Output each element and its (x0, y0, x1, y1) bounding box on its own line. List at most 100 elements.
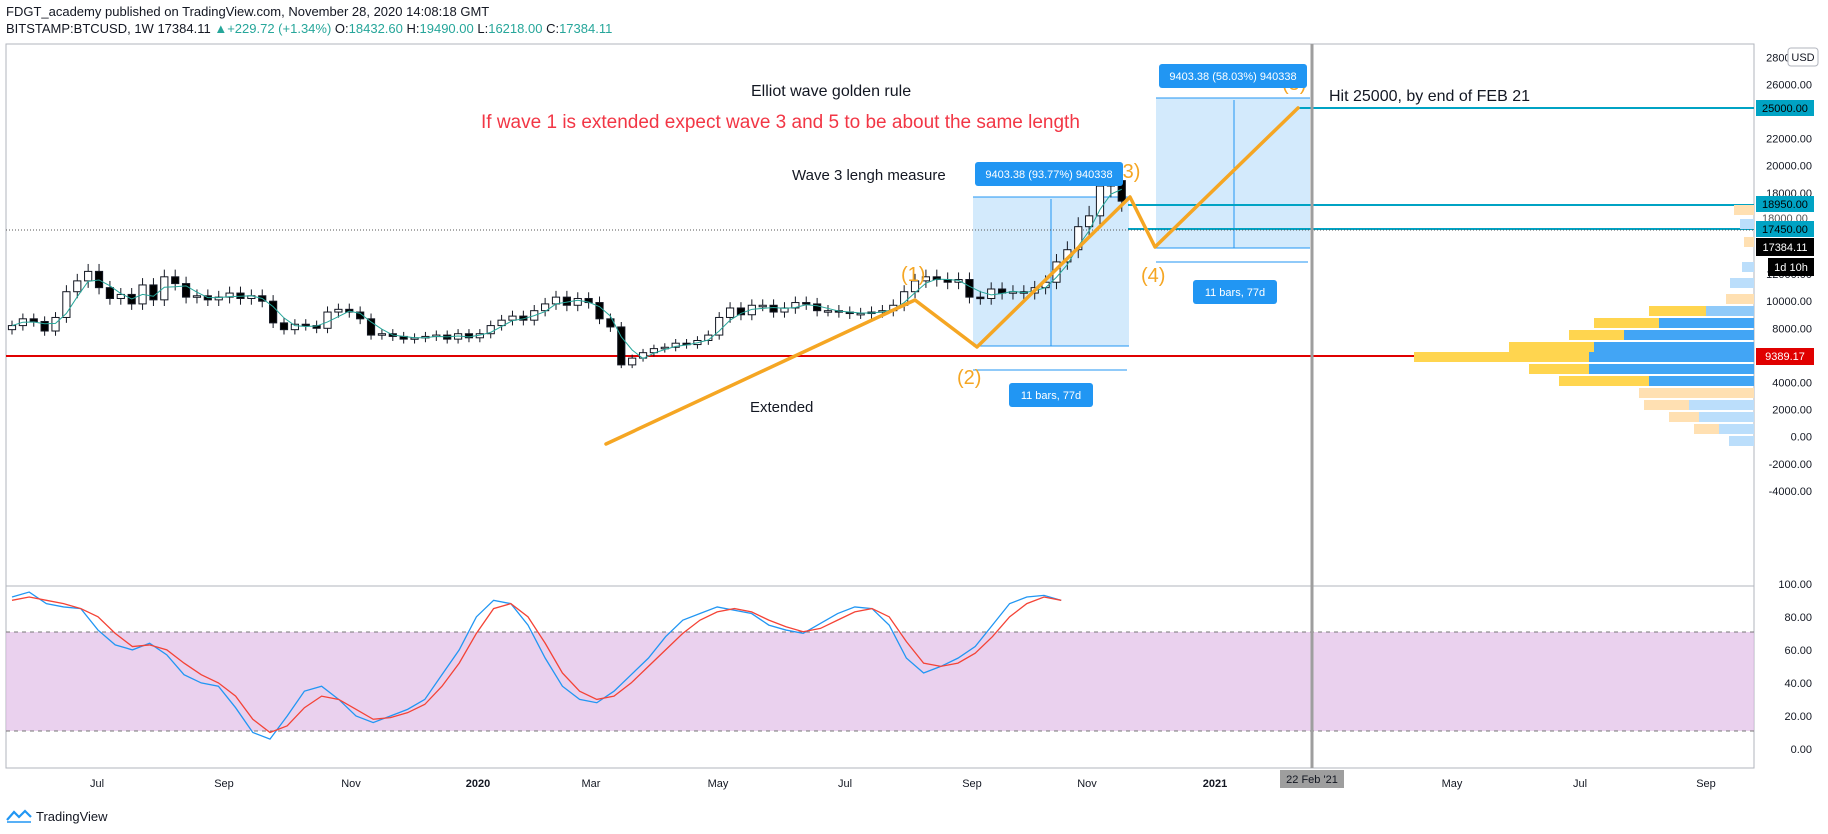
candle (301, 323, 310, 327)
stoch-k-line (11, 591, 1062, 740)
candle (551, 296, 561, 305)
tag-lower[interactable]: 17450.00 (1762, 224, 1808, 236)
volume-profile-bar (1414, 352, 1754, 362)
volume-profile-bar (1689, 400, 1754, 410)
currency-button-bg (1787, 47, 1819, 67)
change-value: +229.72 (+1.34%) (227, 21, 332, 36)
tag-upper[interactable]: 18950.00 (1762, 199, 1808, 211)
time-tick-label: Mar (582, 778, 601, 790)
price-tick-label: 8000.00 (1772, 323, 1812, 335)
candle (921, 276, 931, 282)
close-label: C: (546, 21, 560, 36)
wave-2-label[interactable]: (2) (957, 367, 981, 389)
rule-title[interactable]: Elliot wave golden rule (751, 83, 911, 100)
volume-profile-bar (1726, 294, 1754, 304)
candle (856, 312, 865, 316)
candle (628, 357, 637, 366)
low-label: L: (477, 21, 489, 36)
wave-1-label[interactable]: (1) (901, 264, 925, 286)
candle (192, 295, 202, 298)
candle (160, 276, 169, 301)
stoch-tick-label: 20.00 (1784, 711, 1812, 723)
chart-canvas[interactable]: 28000.0026000.0024000.0022000.0020000.00… (0, 0, 1828, 800)
tag-upper-bg (1756, 196, 1814, 212)
candles (7, 169, 1126, 369)
candle (736, 307, 746, 316)
time-tick-label: Sep (214, 778, 234, 790)
stoch-band (6, 632, 1754, 731)
tag-target-bg (1756, 100, 1814, 116)
time-tick-label: Jul (838, 778, 852, 790)
time-tick-label: 2021 (1203, 778, 1227, 790)
price-tick-label: -4000.00 (1769, 486, 1812, 498)
tag-last-bg (1756, 238, 1814, 256)
time-tick-label: Sep (962, 778, 982, 790)
tag-last[interactable]: 17384.11 (1762, 242, 1807, 254)
currency-button[interactable]: USD (1791, 52, 1814, 64)
author[interactable]: FDGT_academy (6, 4, 102, 19)
stoch-tick-label: 0.00 (1791, 744, 1812, 756)
close-value: 17384.11 (559, 21, 613, 36)
candle (105, 287, 115, 299)
stoch-axis[interactable]: 100.00 80.00 60.00 40.00 20.00 0.00 (1778, 579, 1812, 756)
time-tick-label: Nov (1077, 778, 1097, 790)
bars-label-1[interactable]: 11 bars, 77d (1021, 390, 1081, 402)
measure-label-wave3[interactable]: 9403.38 (93.77%) 940338 (985, 169, 1112, 181)
open-label: O: (334, 21, 349, 36)
tag-target[interactable]: 25000.00 (1762, 103, 1808, 115)
measure-label-wave3-bg (975, 162, 1123, 186)
candle (1095, 185, 1105, 217)
elliott-wave-path[interactable] (604, 106, 1300, 446)
candle (7, 325, 17, 331)
stoch-tick-label: 60.00 (1784, 645, 1812, 657)
tradingview-logo-icon (6, 809, 32, 823)
date-highlight[interactable]: 22 Feb '21 (1286, 774, 1338, 786)
candle (62, 291, 71, 318)
time-axis[interactable]: Jul Sep Nov 2020 Mar May Jul Sep Nov 2021 May Jul Se… (90, 778, 1716, 790)
candle (976, 296, 985, 300)
candle (1085, 215, 1094, 228)
time-tick-label: Jul (90, 778, 104, 790)
candle (84, 270, 93, 282)
candle (617, 326, 626, 366)
hit-target-label[interactable]: Hit 25000, by end of FEB 21 (1329, 88, 1530, 105)
time-tick-label: May (708, 778, 729, 790)
candle (377, 333, 387, 336)
price-tick-label: 0.00 (1791, 432, 1812, 444)
candle (334, 308, 343, 313)
bars-label-2[interactable]: 11 bars, 77d (1205, 287, 1265, 299)
price-tick-label: -2000.00 (1769, 459, 1812, 471)
measure-label-wave5[interactable]: 9403.38 (58.03%) 940338 (1169, 71, 1296, 83)
extended-label[interactable]: Extended (750, 399, 813, 416)
candle (725, 307, 735, 318)
tag-countdown: 1d 10h (1774, 262, 1808, 274)
tag-support[interactable]: 9389.17 (1765, 351, 1805, 363)
time-tick-label: Jul (1573, 778, 1587, 790)
candle (279, 322, 289, 331)
volume-profile-bar (1594, 342, 1754, 352)
candle (486, 325, 495, 335)
candle (769, 304, 778, 313)
volume-profile-bar (1659, 318, 1754, 328)
high-label: H: (406, 21, 420, 36)
time-tick-label: Nov (341, 778, 361, 790)
price-tick-label: 10000.00 (1766, 296, 1812, 308)
volume-profile-bar (1706, 306, 1754, 316)
candle (671, 342, 680, 348)
wave-4-label[interactable]: (4) (1141, 265, 1165, 287)
wave3-measure-label[interactable]: Wave 3 lengh measure (792, 167, 946, 184)
rule-text[interactable]: If wave 1 is extended expect wave 3 and … (481, 112, 1080, 133)
candle (171, 276, 180, 285)
high-value: 19490.00 (419, 21, 474, 36)
volume-profile-bar (1730, 278, 1754, 288)
price-tick-label: 22000.00 (1766, 134, 1812, 146)
candle (965, 279, 974, 298)
tag-hidden-bg (1756, 212, 1814, 223)
volume-profile-bar (1589, 364, 1754, 374)
footer-brand[interactable]: TradingView (36, 808, 108, 824)
bars-label-2-bg (1193, 280, 1277, 304)
candle (747, 304, 756, 316)
tag-support-bg (1756, 348, 1814, 365)
change-up-icon: ▲ (214, 21, 228, 36)
footer: TradingView (6, 808, 108, 824)
